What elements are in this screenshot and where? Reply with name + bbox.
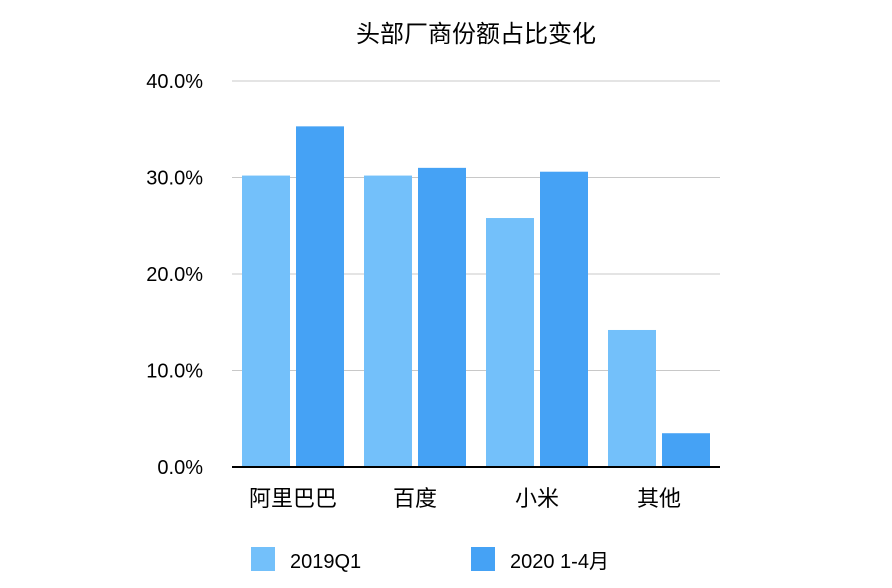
y-tick-label: 20.0% (146, 264, 203, 286)
y-tick-label: 0.0% (157, 457, 203, 479)
bar-2020-1-4-3 (662, 433, 710, 467)
x-category-label: 百度 (393, 487, 437, 512)
bar-2019q1-2 (486, 218, 534, 467)
bar-2019q1-1 (364, 175, 412, 467)
y-tick-label: 40.0% (146, 71, 203, 93)
legend-swatch-2019q1 (251, 547, 275, 571)
legend-swatch-2020-1-4 (471, 547, 495, 571)
legend: 2019Q1 2020 1-4月 (251, 547, 609, 573)
legend-label-2020-1-4: 2020 1-4月 (510, 551, 609, 573)
y-tick-label: 30.0% (146, 168, 203, 190)
bars (242, 126, 710, 467)
bar-2020-1-4-1 (418, 167, 466, 467)
x-axis-category-labels: 阿里巴巴 百度 小米 其他 (249, 487, 681, 512)
x-category-label: 阿里巴巴 (249, 487, 337, 512)
bar-2019q1-0 (242, 175, 290, 467)
x-category-label: 其他 (637, 487, 681, 512)
y-tick-label: 10.0% (146, 361, 203, 383)
bar-2019q1-3 (608, 329, 656, 467)
legend-label-2019q1: 2019Q1 (290, 551, 361, 573)
x-category-label: 小米 (515, 487, 559, 512)
bar-2020-1-4-0 (296, 126, 344, 467)
bar-2020-1-4-2 (540, 171, 588, 467)
y-axis-tick-labels: 0.0% 10.0% 20.0% 30.0% 40.0% (146, 71, 203, 479)
chart-title: 头部厂商份额占比变化 (356, 20, 596, 48)
